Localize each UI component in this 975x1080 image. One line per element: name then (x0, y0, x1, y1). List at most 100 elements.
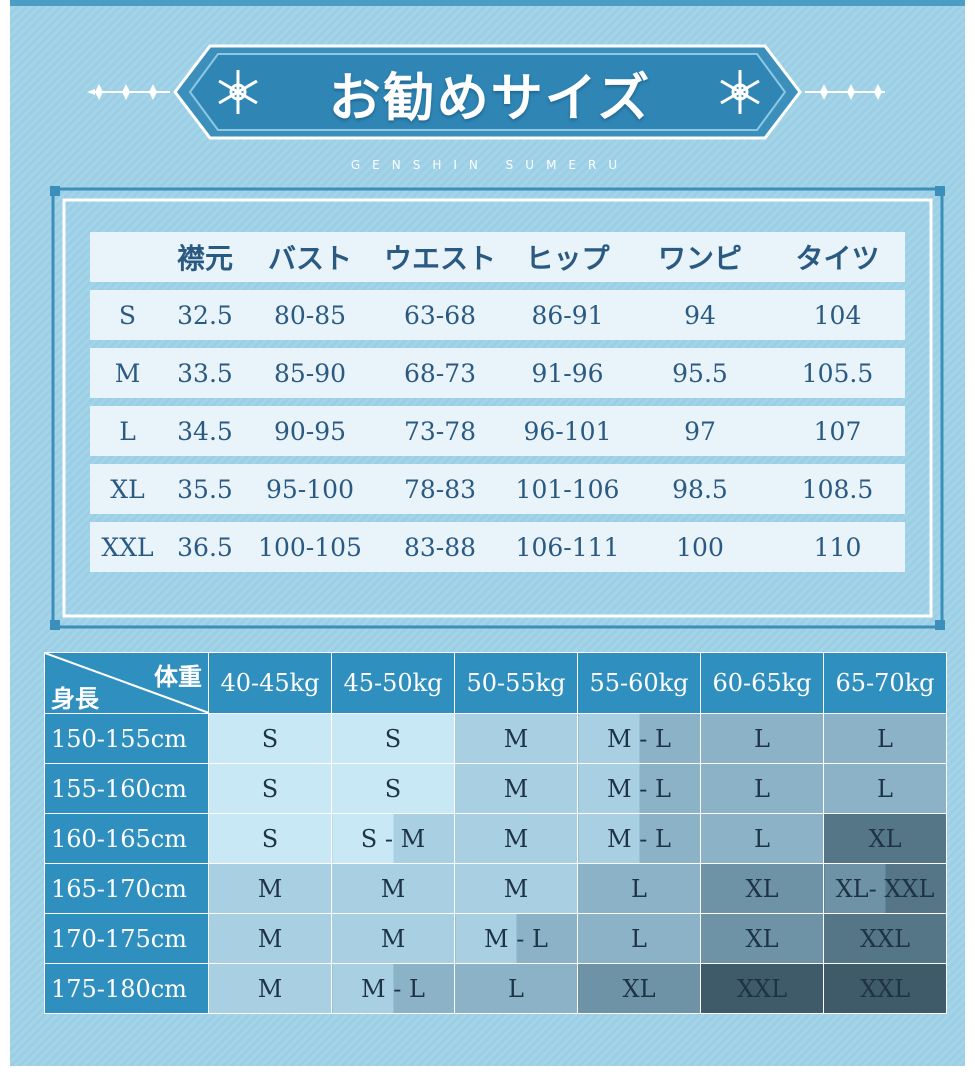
size-recommendation: M (331, 863, 455, 914)
table-row: 165-170cm M M M L XL XL- XXL (44, 863, 947, 914)
size-cell: 63-68 (375, 290, 505, 340)
size-table-frame (50, 186, 945, 630)
table-row: XL 35.5 95-100 78-83 101-106 98.5 108.5 (90, 464, 905, 514)
size-recommendation: S (208, 813, 332, 864)
size-cell: 96-101 (505, 406, 630, 456)
size-recommendation: L (700, 763, 824, 814)
size-cell: 83-88 (375, 522, 505, 572)
size-recommendation: XL (823, 813, 947, 864)
weight-header: 60-65kg (700, 652, 824, 714)
left-snowflake-icon (218, 70, 258, 114)
size-cell: 105.5 (770, 348, 905, 398)
weight-header: 50-55kg (454, 652, 578, 714)
size-cell: 107 (770, 406, 905, 456)
size-recommendation: M - L (454, 913, 578, 964)
size-recommendation: M (331, 913, 455, 964)
size-recommendation: S (208, 763, 332, 814)
weight-header: 45-50kg (331, 652, 455, 714)
size-cell: 33.5 (165, 348, 245, 398)
size-recommendation: L (454, 963, 578, 1014)
table-row: L 34.5 90-95 73-78 96-101 97 107 (90, 406, 905, 456)
size-recommendation: XXL (823, 963, 947, 1014)
size-recommendation: XXL (823, 913, 947, 964)
size-header-cell: ワンピ (630, 232, 770, 282)
table-row: M 33.5 85-90 68-73 91-96 95.5 105.5 (90, 348, 905, 398)
size-recommendation: XL- XXL (823, 863, 947, 914)
size-cell: 32.5 (165, 290, 245, 340)
height-header: 155-160cm (44, 763, 209, 814)
size-header-cell: 襟元 (165, 232, 245, 282)
banner-title: お勧めサイズ (328, 68, 652, 129)
height-header: 150-155cm (44, 713, 209, 764)
size-cell: 95-100 (245, 464, 375, 514)
size-cell: 95.5 (630, 348, 770, 398)
size-cell: S (90, 290, 165, 340)
size-cell: 104 (770, 290, 905, 340)
size-recommendation: M (454, 863, 578, 914)
size-recommendation: M - L (577, 713, 701, 764)
size-header-cell: ウエスト (375, 232, 505, 282)
height-label: 身長 (51, 684, 99, 713)
height-weight-chart: 体重 身長 40-45kg 45-50kg 50-55kg 55-60kg 60… (44, 652, 947, 1014)
table-row: 175-180cm M M - L L XL XXL XXL (44, 963, 947, 1014)
size-recommendation: XL (577, 963, 701, 1014)
size-cell: 106-111 (505, 522, 630, 572)
weight-header: 55-60kg (577, 652, 701, 714)
size-recommendation: XL (700, 913, 824, 964)
size-cell: 78-83 (375, 464, 505, 514)
size-cell: 110 (770, 522, 905, 572)
corner-cell: 体重 身長 (44, 652, 209, 714)
size-recommendation: L (823, 713, 947, 764)
size-recommendation: M (454, 763, 578, 814)
title-banner (0, 40, 975, 160)
size-recommendation: M (208, 913, 332, 964)
size-cell: 100 (630, 522, 770, 572)
size-cell: 35.5 (165, 464, 245, 514)
table-row: 155-160cm S S M M - L L L (44, 763, 947, 814)
size-recommendation: M - L (577, 763, 701, 814)
size-recommendation: L (700, 813, 824, 864)
table-row: XXL 36.5 100-105 83-88 106-111 100 110 (90, 522, 905, 572)
size-cell: 97 (630, 406, 770, 456)
size-recommendation: S (331, 713, 455, 764)
size-cell: L (90, 406, 165, 456)
weight-header-row: 体重 身長 40-45kg 45-50kg 50-55kg 55-60kg 60… (44, 652, 947, 714)
height-header: 175-180cm (44, 963, 209, 1014)
size-recommendation: L (577, 913, 701, 964)
height-weight-table: 体重 身長 40-45kg 45-50kg 50-55kg 55-60kg 60… (44, 652, 947, 1014)
size-cell: 101-106 (505, 464, 630, 514)
size-recommendation: M (208, 963, 332, 1014)
size-recommendation: XXL (700, 963, 824, 1014)
size-cell: M (90, 348, 165, 398)
right-snowflake-icon (720, 70, 760, 114)
size-recommendation: S - M (331, 813, 455, 864)
weight-header: 40-45kg (208, 652, 332, 714)
size-recommendation: L (700, 713, 824, 764)
size-recommendation: S (331, 763, 455, 814)
size-measurement-table: 襟元 バスト ウエスト ヒップ ワンピ タイツ S 32.5 80-85 63-… (90, 224, 905, 580)
size-cell: 98.5 (630, 464, 770, 514)
size-cell: 68-73 (375, 348, 505, 398)
size-header-cell: ヒップ (505, 232, 630, 282)
size-cell: 86-91 (505, 290, 630, 340)
size-header-cell (90, 232, 165, 282)
size-cell: 90-95 (245, 406, 375, 456)
size-cell: XL (90, 464, 165, 514)
size-cell: 34.5 (165, 406, 245, 456)
size-recommendation: L (823, 763, 947, 814)
banner-frame (87, 44, 885, 140)
left-sparkle-icon (87, 84, 170, 100)
size-table-header: 襟元 バスト ウエスト ヒップ ワンピ タイツ (90, 232, 905, 282)
size-cell: 85-90 (245, 348, 375, 398)
size-cell: 94 (630, 290, 770, 340)
height-header: 170-175cm (44, 913, 209, 964)
table-row: 150-155cm S S M M - L L L (44, 713, 947, 764)
weight-label: 体重 (154, 662, 202, 691)
corner-diagonal (45, 653, 209, 713)
size-cell: 36.5 (165, 522, 245, 572)
size-recommendation: M (454, 713, 578, 764)
size-recommendation: M - L (331, 963, 455, 1014)
top-border (10, 0, 965, 6)
size-recommendation: M (208, 863, 332, 914)
